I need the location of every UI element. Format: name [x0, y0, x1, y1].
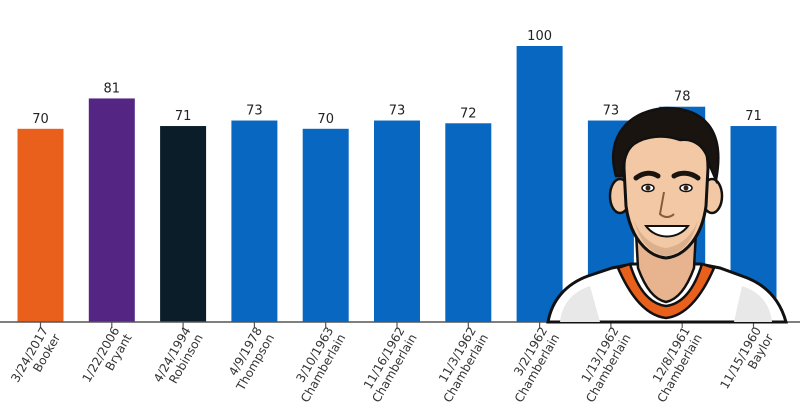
bars [17, 46, 777, 323]
value-label-9: 78 [674, 90, 691, 105]
value-label-5: 73 [389, 104, 406, 119]
bar-1 [88, 98, 135, 322]
value-label-8: 73 [603, 104, 620, 119]
value-label-7: 100 [527, 29, 552, 44]
value-label-2: 71 [175, 109, 192, 124]
value-label-10: 71 [745, 109, 762, 124]
bar-5 [374, 120, 420, 323]
bar-3 [231, 120, 278, 323]
player-portrait-icon [546, 106, 788, 324]
value-label-3: 73 [246, 104, 263, 119]
value-label-0: 70 [32, 112, 49, 127]
bar-4 [302, 128, 349, 322]
value-label-6: 72 [460, 106, 477, 121]
bar-7 [516, 46, 563, 322]
value-label-1: 81 [104, 81, 121, 96]
bar-6 [445, 123, 492, 322]
value-label-4: 70 [317, 112, 334, 127]
bar-2 [160, 126, 207, 322]
bar-0 [17, 128, 64, 322]
value-labels: 70 81 71 73 70 73 72 100 73 78 71 [32, 29, 762, 127]
